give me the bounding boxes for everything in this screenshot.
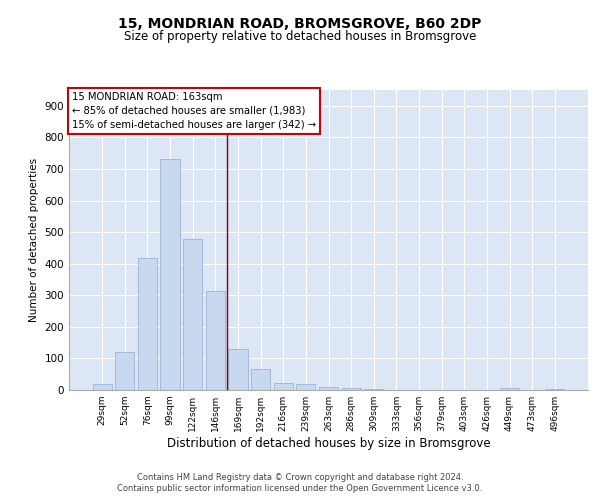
Bar: [229, 349, 248, 390]
Bar: [160, 160, 180, 390]
Bar: [251, 370, 270, 390]
Bar: [500, 388, 519, 390]
Bar: [296, 384, 316, 390]
Text: 15, MONDRIAN ROAD, BROMSGROVE, B60 2DP: 15, MONDRIAN ROAD, BROMSGROVE, B60 2DP: [118, 18, 482, 32]
Bar: [274, 383, 293, 390]
Y-axis label: Number of detached properties: Number of detached properties: [29, 158, 39, 322]
Bar: [92, 384, 112, 390]
Text: Contains HM Land Registry data © Crown copyright and database right 2024.: Contains HM Land Registry data © Crown c…: [137, 472, 463, 482]
Bar: [115, 352, 134, 390]
Bar: [319, 387, 338, 390]
Bar: [206, 290, 225, 390]
Text: 15 MONDRIAN ROAD: 163sqm
← 85% of detached houses are smaller (1,983)
15% of sem: 15 MONDRIAN ROAD: 163sqm ← 85% of detach…: [71, 92, 316, 130]
Bar: [138, 258, 157, 390]
Bar: [183, 239, 202, 390]
Text: Distribution of detached houses by size in Bromsgrove: Distribution of detached houses by size …: [167, 438, 491, 450]
Text: Contains public sector information licensed under the Open Government Licence v3: Contains public sector information licen…: [118, 484, 482, 493]
Bar: [341, 388, 361, 390]
Text: Size of property relative to detached houses in Bromsgrove: Size of property relative to detached ho…: [124, 30, 476, 43]
